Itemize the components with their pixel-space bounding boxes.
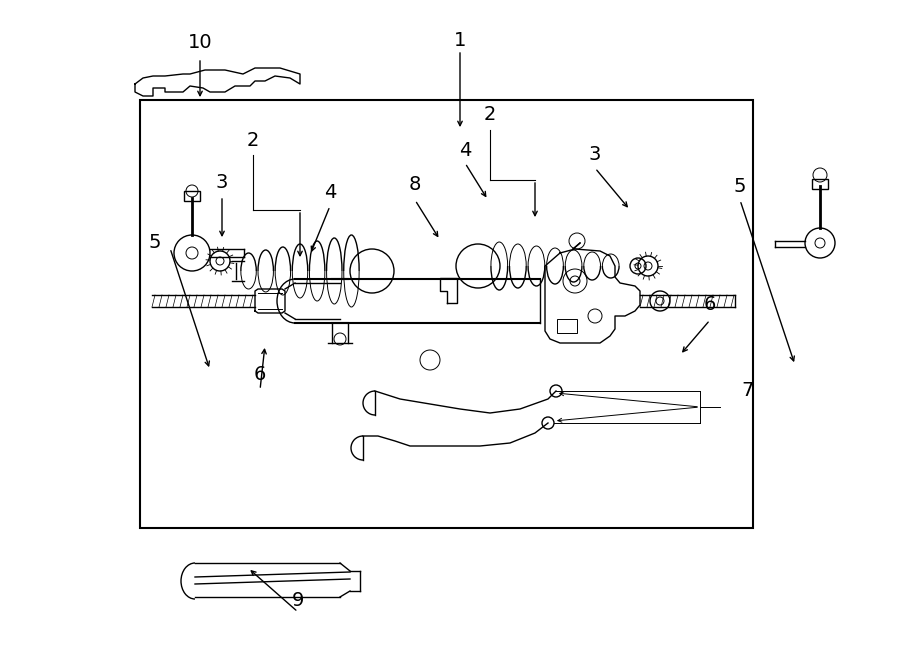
Bar — [557, 319, 577, 333]
Bar — [140, 100, 753, 528]
Text: 2: 2 — [484, 106, 496, 124]
Circle shape — [550, 385, 562, 397]
Text: 9: 9 — [292, 590, 304, 609]
Text: 8: 8 — [409, 176, 421, 194]
Text: 4: 4 — [459, 141, 472, 159]
Text: 7: 7 — [742, 381, 754, 399]
Text: 6: 6 — [254, 364, 266, 383]
Text: 2: 2 — [247, 130, 259, 149]
Text: 3: 3 — [216, 173, 229, 192]
Text: 4: 4 — [324, 182, 337, 202]
Circle shape — [542, 417, 554, 429]
Text: 5: 5 — [734, 176, 746, 196]
Text: 1: 1 — [454, 30, 466, 50]
Text: 3: 3 — [589, 145, 601, 165]
Text: 10: 10 — [188, 34, 212, 52]
Text: 5: 5 — [148, 233, 161, 253]
Text: 6: 6 — [704, 295, 716, 315]
